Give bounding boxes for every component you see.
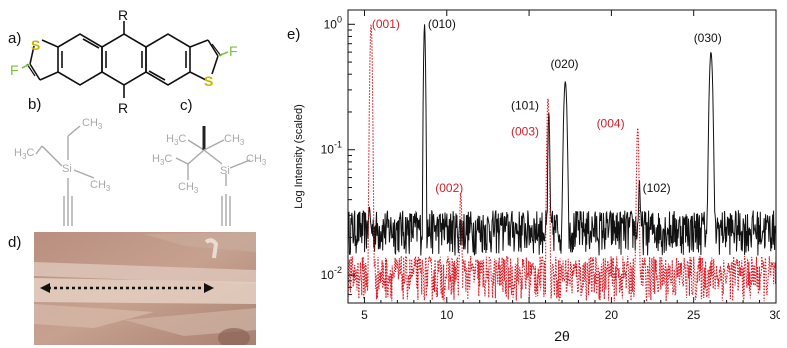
molecule-b xyxy=(35,125,95,226)
fluorine-left-label: F xyxy=(10,62,19,78)
fluorine-right-label: F xyxy=(229,43,238,59)
panel-label-d: d) xyxy=(8,234,22,251)
axes: 5 10 15 20 25 30 100 10-1 10-2 xyxy=(321,9,780,322)
molc-ch3-si: CH3 xyxy=(246,153,267,167)
peak-label: (102) xyxy=(643,181,671,195)
panel-label-c: c) xyxy=(180,97,193,114)
plot-area: (001) (010) (002) (101) (003) (020) (004) (102)… xyxy=(347,17,777,302)
peak-label: (010) xyxy=(428,17,456,31)
y-tick-label: 10-1 xyxy=(321,140,342,157)
molecule-c xyxy=(175,126,251,226)
crystal-needle xyxy=(34,304,154,328)
x-tick-label: 15 xyxy=(522,308,536,322)
crystal-needle xyxy=(144,232,256,252)
panel-label-a: a) xyxy=(8,30,22,47)
molc-h3c-top: H3C xyxy=(166,133,186,147)
arrowhead-left xyxy=(40,283,50,293)
crystal-needle xyxy=(34,262,256,284)
peak-label: (003) xyxy=(511,124,539,138)
molc-ch3-right-top: CH3 xyxy=(224,133,245,147)
y-axis-label: Log Intensity (scaled) xyxy=(293,104,305,209)
y-tick-label: 100 xyxy=(324,14,342,31)
molc-ch3-bottom: CH3 xyxy=(178,181,199,195)
crystal-fragment xyxy=(204,238,219,259)
x-axis-label: 2θ xyxy=(554,328,570,344)
molb-ch3-top: CH3 xyxy=(82,117,103,131)
xrd-chart: (001) (010) (002) (101) (003) (020) (004) (102)… xyxy=(293,9,780,344)
molb-ch3-right: CH3 xyxy=(90,179,111,193)
peak-label: (001) xyxy=(372,17,400,31)
peak-label: (004) xyxy=(597,117,625,131)
x-tick-label: 30 xyxy=(769,308,780,322)
x-tick-label: 5 xyxy=(361,308,368,322)
molc-h3c-mid: H3C xyxy=(152,153,172,167)
peak-label: (002) xyxy=(435,181,463,195)
dark-particle xyxy=(218,328,250,345)
chemical-structures: R R S S F F CH3 H3C Si CH3 H3C CH3 H3C S… xyxy=(10,7,267,226)
arrowhead-right xyxy=(204,283,214,293)
sulfur-left-label: S xyxy=(31,37,40,53)
molecule-a xyxy=(21,21,229,98)
crystal-needle xyxy=(124,308,256,336)
r-bottom-label: R xyxy=(118,100,128,116)
r-top-label: R xyxy=(118,7,128,23)
panel-label-b: b) xyxy=(28,96,42,113)
peak-label: (101) xyxy=(511,98,539,112)
crystal-needle xyxy=(34,278,256,304)
sulfur-right-label: S xyxy=(204,73,213,89)
series-line xyxy=(347,24,777,256)
x-tick-label: 25 xyxy=(687,308,701,322)
molb-si: Si xyxy=(62,163,72,175)
molc-si: Si xyxy=(220,165,230,177)
y-tick-label: 10-2 xyxy=(321,265,342,282)
x-tick-label: 20 xyxy=(605,308,619,322)
x-tick-label: 10 xyxy=(440,308,454,322)
panel-label-e: e) xyxy=(287,26,301,43)
peak-label: (020) xyxy=(550,57,578,71)
molb-h3c-left: H3C xyxy=(14,147,34,161)
crystal-micrograph xyxy=(34,232,256,345)
peak-label: (030) xyxy=(694,31,722,45)
